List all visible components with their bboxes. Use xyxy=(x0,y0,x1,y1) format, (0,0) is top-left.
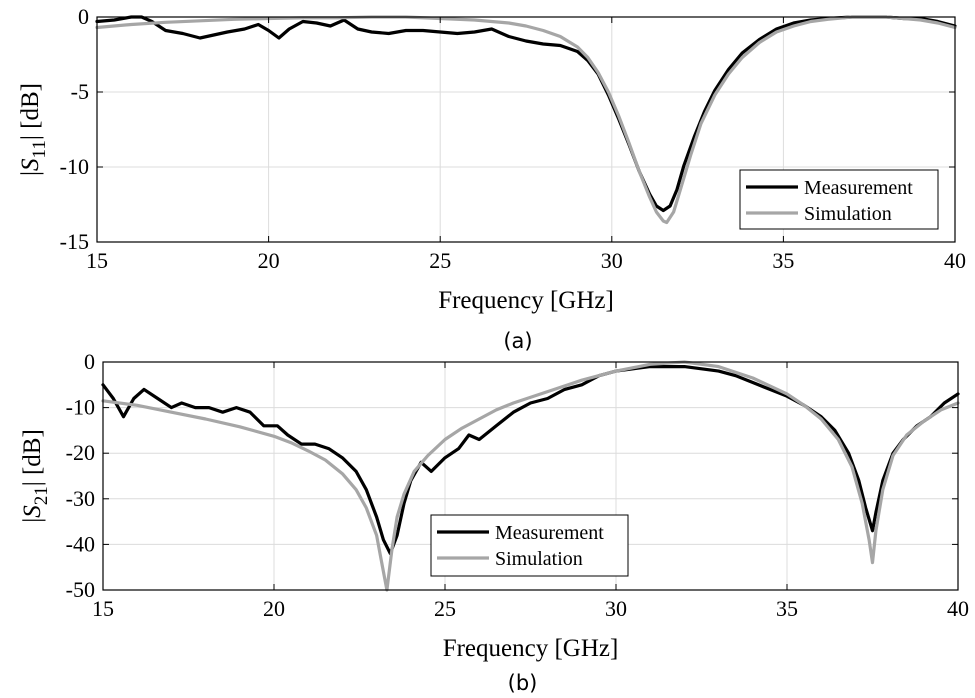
legend-label-simulation: Simulation xyxy=(804,203,892,225)
panel-label: (a) xyxy=(503,329,532,353)
plot-frame xyxy=(96,16,956,243)
series-line-simulation xyxy=(101,360,960,592)
x-tick-label: 35 xyxy=(772,248,794,273)
y-axis-label-subscript: 11 xyxy=(29,140,50,158)
legend-box xyxy=(739,169,939,230)
panel-label: (b) xyxy=(508,671,538,695)
y-axis-label: |S11| [dB] xyxy=(17,83,50,176)
x-tick-label: 20 xyxy=(263,596,285,621)
y-axis-label-suffix: | [dB] xyxy=(19,429,46,486)
x-axis-label: Frequency [GHz] xyxy=(443,635,619,662)
y-tick-label: -10 xyxy=(60,154,89,179)
x-tick-label: 35 xyxy=(776,596,798,621)
x-tick-label: 40 xyxy=(947,596,969,621)
y-axis-label-prefix: | xyxy=(17,171,44,176)
plot-frame xyxy=(102,361,959,591)
y-axis-label-subscript: 21 xyxy=(31,486,52,505)
y-axis-label-symbol: S xyxy=(17,158,44,171)
x-tick-label: 25 xyxy=(434,596,456,621)
y-tick-label: 0 xyxy=(84,349,95,374)
y-axis-label: |S21| [dB] xyxy=(19,429,52,523)
x-axis-label: Frequency [GHz] xyxy=(438,287,614,314)
legend: Measurement Simulation xyxy=(430,514,629,577)
series-line-measurement xyxy=(101,365,960,556)
y-tick-label: -5 xyxy=(71,79,89,104)
y-tick-label: -10 xyxy=(66,395,95,420)
series-line-measurement xyxy=(95,15,957,213)
y-tick-label: -40 xyxy=(66,531,95,556)
y-tick-label: -20 xyxy=(66,440,95,465)
x-tick-label: 30 xyxy=(601,248,623,273)
y-axis-label-symbol: S xyxy=(19,505,46,518)
y-tick-label: -15 xyxy=(60,229,89,254)
x-tick-label: 20 xyxy=(258,248,280,273)
x-tick-label: 15 xyxy=(86,248,108,273)
legend-label-measurement: Measurement xyxy=(804,177,913,199)
y-axis-label-prefix: | xyxy=(19,518,46,523)
x-tick-label: 40 xyxy=(944,248,966,273)
y-tick-label: -30 xyxy=(66,486,95,511)
panel-a-s11-chart: 15 20 25 30 35 40 0 -5 -10 -15 Frequency [GHz] |S11… xyxy=(17,4,966,353)
y-tick-label: -50 xyxy=(66,577,95,602)
legend-label-simulation: Simulation xyxy=(495,548,583,570)
legend-label-measurement: Measurement xyxy=(495,522,604,544)
y-axis-label-suffix: | [dB] xyxy=(17,83,44,140)
legend: Measurement Simulation xyxy=(739,169,939,230)
x-tick-label: 25 xyxy=(429,248,451,273)
legend-box xyxy=(430,514,629,577)
y-tick-label: 0 xyxy=(78,4,89,29)
x-tick-label: 15 xyxy=(92,596,114,621)
panel-b-s21-chart: 15 20 25 30 35 40 0 -10 -20 -30 -40 -50 Frequency [G… xyxy=(19,349,969,695)
x-tick-label: 30 xyxy=(605,596,627,621)
